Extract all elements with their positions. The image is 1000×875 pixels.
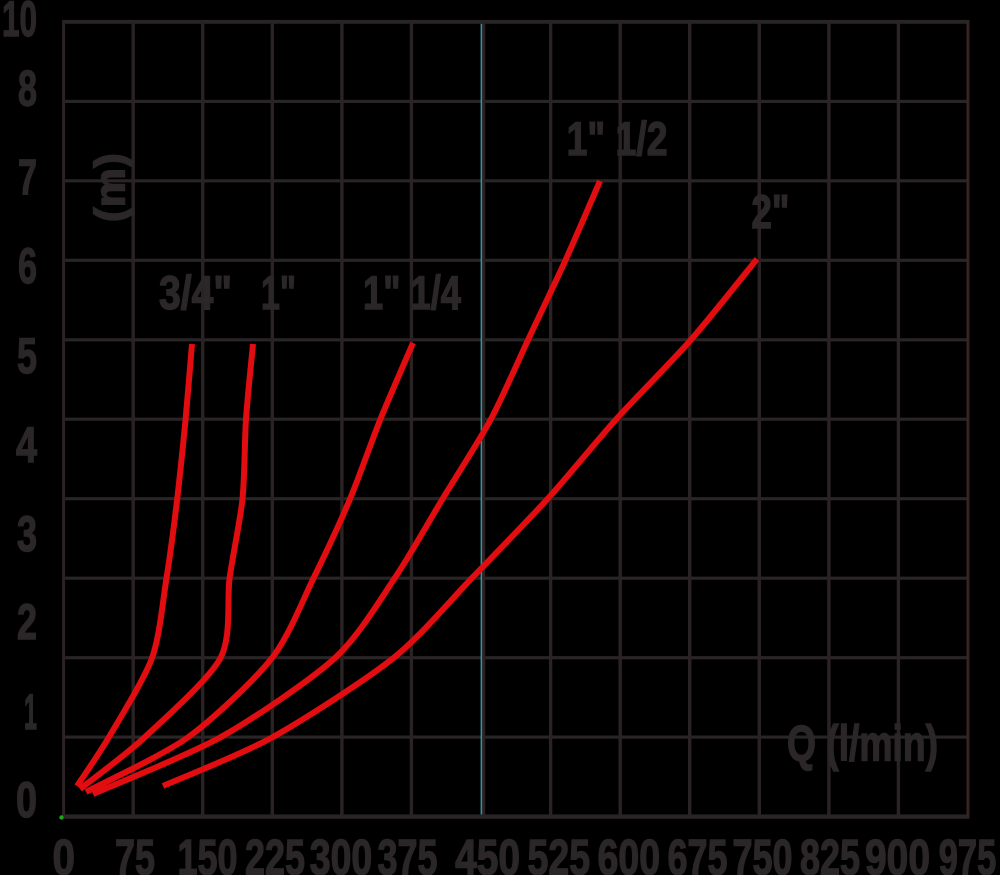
- svg-text:75: 75: [115, 830, 155, 875]
- svg-text:825: 825: [800, 830, 860, 875]
- svg-text:(m): (m): [87, 153, 135, 222]
- svg-text:675: 675: [668, 830, 728, 875]
- svg-text:600: 600: [598, 830, 661, 875]
- svg-text:225: 225: [245, 830, 305, 875]
- svg-text:1": 1": [261, 266, 296, 319]
- svg-text:150: 150: [178, 830, 238, 875]
- svg-text:8: 8: [18, 61, 37, 117]
- svg-text:2: 2: [17, 594, 37, 650]
- svg-text:900: 900: [865, 830, 930, 875]
- svg-text:10: 10: [2, 0, 37, 47]
- svg-text:3/4": 3/4": [159, 266, 232, 319]
- svg-text:2": 2": [751, 185, 789, 238]
- svg-text:975: 975: [939, 830, 997, 875]
- svg-text:0: 0: [16, 772, 37, 828]
- svg-text:1" 1/4: 1" 1/4: [363, 266, 461, 319]
- svg-text:Q (l/min): Q (l/min): [787, 716, 938, 772]
- svg-text:1: 1: [24, 684, 37, 740]
- svg-text:525: 525: [528, 830, 591, 875]
- svg-text:750: 750: [733, 830, 793, 875]
- svg-text:7: 7: [18, 150, 37, 206]
- svg-text:0: 0: [53, 830, 76, 875]
- svg-text:4: 4: [16, 417, 37, 473]
- svg-text:6: 6: [18, 238, 37, 294]
- svg-text:3: 3: [17, 506, 37, 562]
- svg-text:5: 5: [17, 328, 37, 384]
- svg-text:300: 300: [310, 830, 373, 875]
- svg-text:1" 1/2: 1" 1/2: [567, 112, 668, 165]
- svg-text:450: 450: [455, 830, 520, 875]
- svg-text:375: 375: [378, 830, 438, 875]
